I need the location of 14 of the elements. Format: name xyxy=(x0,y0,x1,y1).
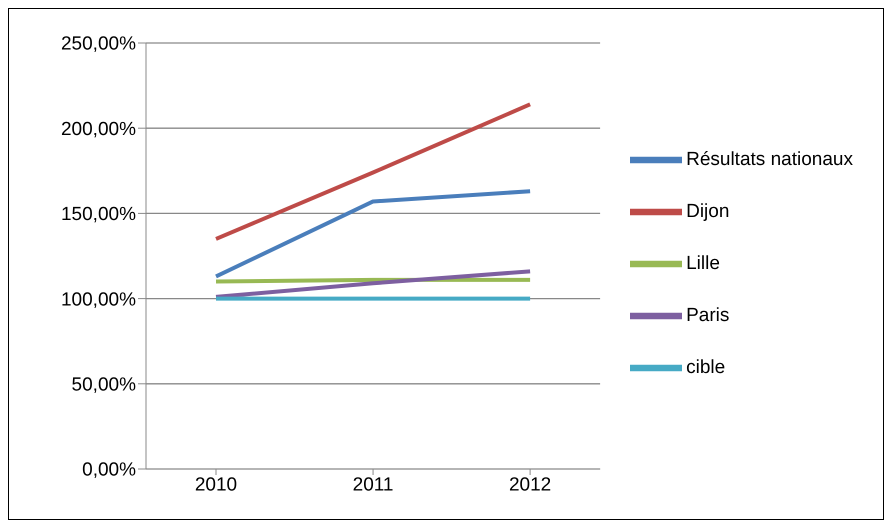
y-tick-label: 0,00% xyxy=(82,460,136,481)
y-tick-label: 250,00% xyxy=(60,34,136,55)
x-tick-label: 2012 xyxy=(508,474,552,496)
x-tick-label: 2011 xyxy=(352,474,394,496)
legend-label: cible xyxy=(686,357,726,378)
y-tick-label: 200,00% xyxy=(60,118,136,140)
legend-label: Dijon xyxy=(686,201,730,222)
x-tick-label: 2010 xyxy=(194,474,238,496)
y-tick-label: 150,00% xyxy=(60,204,136,226)
y-tick-label: 50,00% xyxy=(72,374,136,396)
legend-label: Résultats nationaux xyxy=(686,149,853,170)
legend-label: Lille xyxy=(686,253,720,274)
y-tick-label: 100,00% xyxy=(60,289,136,310)
legend-label: Paris xyxy=(686,305,730,326)
